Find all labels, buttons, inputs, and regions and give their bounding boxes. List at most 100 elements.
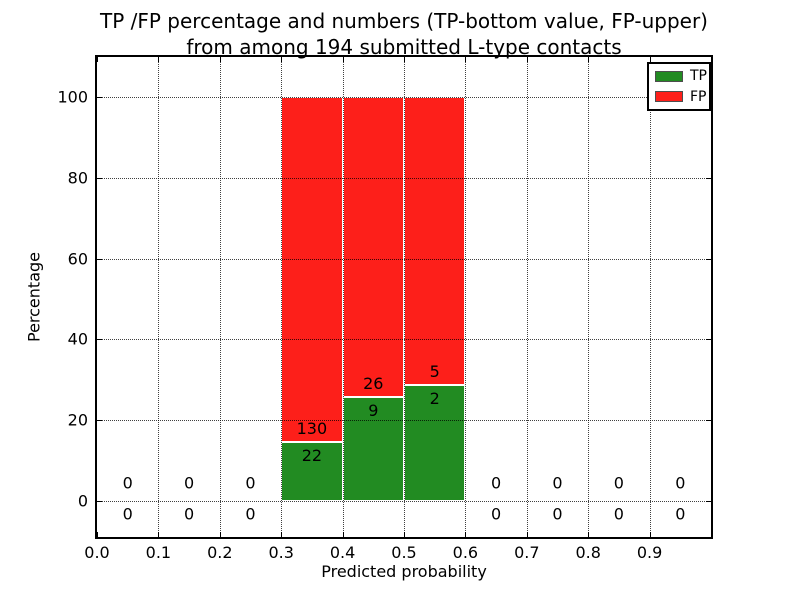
x-tick-mark	[281, 57, 283, 62]
tp-count-label: 9	[368, 400, 379, 420]
fp-zero-count-label: 0	[552, 473, 563, 493]
x-tick-mark	[97, 57, 98, 62]
x-tick-mark	[526, 532, 528, 537]
y-tick-mark	[97, 339, 102, 341]
y-gridline	[97, 420, 711, 422]
fp-zero-count-label: 0	[122, 473, 133, 493]
y-tick-mark	[97, 500, 102, 502]
x-tick-mark	[649, 532, 651, 537]
chart-title: TP /FP percentage and numbers (TP-bottom…	[97, 8, 711, 60]
fp-color-swatch-icon	[655, 91, 683, 103]
y-tick-mark	[97, 258, 102, 260]
y-tick-label: 100	[57, 87, 88, 107]
legend: TP FP	[647, 62, 711, 111]
y-axis-label: Percentage	[24, 251, 44, 343]
x-tick-label: 0.0	[84, 543, 110, 562]
y-gridline	[97, 339, 711, 341]
fp-zero-count-label: 0	[491, 473, 502, 493]
legend-label-fp: FP	[690, 88, 707, 105]
chart-title-line-1: TP /FP percentage and numbers (TP-bottom…	[100, 9, 708, 33]
x-tick-mark	[526, 57, 528, 62]
x-gridline	[404, 57, 405, 537]
tp-zero-count-label: 0	[491, 504, 502, 524]
x-tick-mark	[97, 532, 98, 537]
x-tick-mark	[281, 532, 283, 537]
tp-zero-count-label: 0	[122, 504, 133, 524]
y-tick-mark	[706, 178, 711, 179]
x-tick-label: 0.6	[452, 543, 479, 562]
x-tick-label: 0.4	[329, 543, 356, 562]
x-tick-label: 0.2	[207, 543, 233, 562]
y-tick-label: 60	[67, 249, 88, 269]
tp-zero-count-label: 0	[184, 504, 195, 524]
fp-zero-count-label: 0	[613, 473, 624, 493]
tp-count-label: 22	[301, 446, 323, 466]
x-tick-mark	[342, 532, 344, 537]
x-gridline	[281, 57, 283, 537]
x-tick-mark	[649, 57, 651, 62]
x-tick-mark	[342, 57, 344, 62]
x-tick-mark	[465, 532, 467, 537]
y-tick-label: 80	[67, 168, 88, 188]
x-tick-mark	[158, 57, 160, 62]
x-tick-mark	[404, 57, 405, 62]
tp-zero-count-label: 0	[675, 504, 686, 524]
fp-count-label: 26	[363, 373, 384, 393]
fp-count-label: 5	[429, 362, 440, 382]
y-tick-mark	[706, 420, 711, 422]
tp-zero-count-label: 0	[245, 504, 256, 524]
fp-bar	[281, 97, 343, 443]
y-tick-label: 0	[77, 491, 88, 511]
x-gridline	[219, 57, 221, 537]
x-gridline	[649, 57, 651, 537]
tp-zero-count-label: 0	[613, 504, 624, 524]
x-tick-label: 0.1	[145, 543, 172, 562]
x-tick-mark	[588, 57, 590, 62]
x-tick-label: 0.9	[636, 543, 663, 562]
legend-label-tp: TP	[690, 68, 707, 85]
tp-bar	[281, 442, 343, 501]
tp-bar	[404, 385, 466, 501]
x-tick-label: 0.7	[514, 543, 540, 562]
fp-bar	[404, 97, 466, 386]
x-tick-mark	[219, 57, 221, 62]
y-tick-mark	[97, 178, 102, 179]
x-tick-label: 0.5	[391, 543, 417, 562]
x-tick-label: 0.3	[268, 543, 294, 562]
fp-zero-count-label: 0	[245, 473, 256, 493]
x-tick-mark	[465, 57, 467, 62]
x-axis-label: Predicted probability	[321, 562, 487, 581]
x-gridline	[158, 57, 160, 537]
x-tick-mark	[219, 532, 221, 537]
x-tick-mark	[404, 532, 405, 537]
plot-area: 0.0 0.1 0.2 0.3 0.4 0.5 0.6 0.7 0.8 0.9 0 20 40 60 80 1…	[57, 55, 713, 562]
legend-item-fp: FP	[649, 90, 709, 104]
fp-zero-count-label: 0	[675, 473, 686, 493]
x-gridline	[342, 57, 344, 537]
x-tick-label: 0.8	[575, 543, 601, 562]
y-gridline	[97, 178, 711, 179]
fp-zero-count-label: 0	[184, 473, 195, 493]
y-tick-mark	[97, 97, 102, 99]
x-gridline	[465, 57, 467, 537]
y-tick-label: 40	[67, 329, 88, 349]
fp-bar	[342, 97, 404, 397]
y-tick-mark	[706, 500, 711, 502]
tp-count-label: 2	[429, 389, 440, 409]
tp-zero-count-label: 0	[552, 504, 563, 524]
x-tick-mark	[158, 532, 160, 537]
x-gridline	[588, 57, 590, 537]
y-gridline	[97, 500, 711, 502]
legend-item-tp: TP	[649, 69, 709, 83]
y-tick-mark	[97, 420, 102, 422]
x-tick-mark	[588, 532, 590, 537]
tp-color-swatch-icon	[655, 70, 683, 82]
y-tick-mark	[706, 258, 711, 260]
y-tick-mark	[706, 339, 711, 341]
y-tick-label: 20	[67, 410, 88, 430]
fp-count-label: 130	[296, 419, 328, 439]
x-gridline	[526, 57, 528, 537]
y-gridline	[97, 258, 711, 260]
y-gridline	[97, 97, 711, 99]
